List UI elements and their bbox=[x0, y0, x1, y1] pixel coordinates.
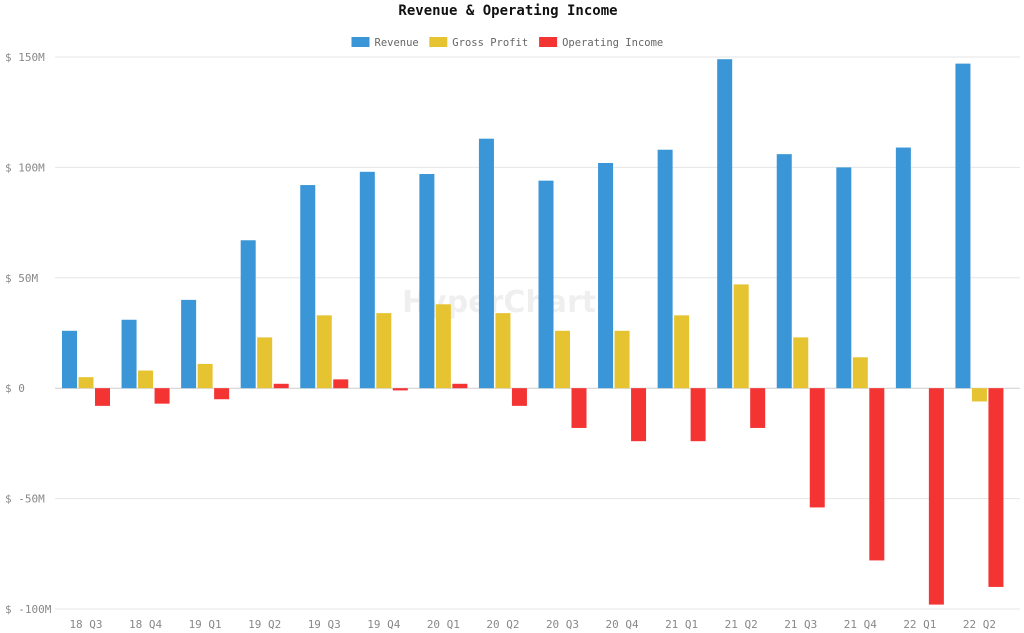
bars-layer bbox=[62, 59, 1004, 605]
bar-operating-income[interactable] bbox=[214, 388, 230, 400]
bar-gross-profit[interactable] bbox=[495, 313, 511, 389]
legend-label: Operating Income bbox=[562, 37, 663, 49]
bar-operating-income[interactable] bbox=[154, 388, 170, 404]
x-tick-label: 19 Q2 bbox=[248, 618, 281, 631]
x-tick-label: 18 Q4 bbox=[129, 618, 162, 631]
bar-gross-profit[interactable] bbox=[852, 357, 868, 389]
x-tick-label: 19 Q1 bbox=[189, 618, 222, 631]
bar-operating-income[interactable] bbox=[988, 388, 1004, 587]
bar-revenue[interactable] bbox=[240, 240, 256, 389]
y-tick-label: $ 0 bbox=[5, 382, 25, 395]
bar-revenue[interactable] bbox=[955, 63, 971, 389]
bar-revenue[interactable] bbox=[598, 162, 614, 389]
bar-revenue[interactable] bbox=[359, 171, 375, 389]
bar-operating-income[interactable] bbox=[631, 388, 647, 442]
bar-gross-profit[interactable] bbox=[793, 337, 809, 389]
bar-operating-income[interactable] bbox=[928, 388, 944, 605]
y-axis: $ -100M $ -50M $ 0 $ 50M $ 100M $ 150M bbox=[5, 51, 52, 616]
bar-revenue[interactable] bbox=[300, 185, 316, 389]
bar-operating-income[interactable] bbox=[392, 388, 408, 391]
bar-operating-income[interactable] bbox=[869, 388, 885, 561]
bar-revenue[interactable] bbox=[776, 154, 792, 389]
bar-gross-profit[interactable] bbox=[78, 377, 94, 389]
x-tick-label: 22 Q2 bbox=[963, 618, 996, 631]
bar-revenue[interactable] bbox=[62, 330, 77, 389]
bar-operating-income[interactable] bbox=[690, 388, 706, 442]
legend-label: Revenue bbox=[375, 37, 419, 49]
x-tick-label: 20 Q4 bbox=[606, 618, 639, 631]
bar-revenue[interactable] bbox=[538, 180, 554, 389]
x-tick-label: 21 Q1 bbox=[665, 618, 698, 631]
bar-operating-income[interactable] bbox=[273, 383, 289, 389]
bar-gross-profit[interactable] bbox=[138, 370, 154, 389]
y-tick-label: $ 100M bbox=[5, 161, 45, 174]
legend-label: Gross Profit bbox=[452, 37, 528, 49]
chart-title: Revenue & Operating Income bbox=[398, 3, 617, 19]
bar-revenue[interactable] bbox=[121, 319, 137, 389]
y-tick-label: $ -50M bbox=[5, 493, 45, 506]
x-tick-label: 18 Q3 bbox=[69, 618, 102, 631]
x-tick-label: 19 Q4 bbox=[367, 618, 400, 631]
bar-gross-profit[interactable] bbox=[674, 315, 690, 389]
bar-revenue[interactable] bbox=[836, 167, 852, 389]
x-tick-label: 19 Q3 bbox=[308, 618, 341, 631]
x-tick-label: 21 Q2 bbox=[725, 618, 758, 631]
bar-gross-profit[interactable] bbox=[197, 363, 213, 389]
legend-swatch bbox=[429, 37, 448, 47]
x-tick-label: 21 Q3 bbox=[784, 618, 817, 631]
y-tick-label: $ 50M bbox=[5, 272, 38, 285]
bar-operating-income[interactable] bbox=[511, 388, 527, 406]
bar-operating-income[interactable] bbox=[95, 388, 110, 406]
legend-swatch bbox=[351, 37, 370, 47]
bar-gross-profit[interactable] bbox=[257, 337, 273, 389]
bar-revenue[interactable] bbox=[419, 174, 435, 389]
x-tick-label: 20 Q2 bbox=[486, 618, 519, 631]
y-tick-label: $ -100M bbox=[5, 603, 52, 616]
bar-operating-income[interactable] bbox=[750, 388, 766, 428]
bar-operating-income[interactable] bbox=[571, 388, 587, 428]
bar-gross-profit[interactable] bbox=[376, 313, 392, 389]
bar-operating-income[interactable] bbox=[333, 379, 349, 389]
bar-revenue[interactable] bbox=[478, 138, 494, 389]
x-tick-label: 20 Q3 bbox=[546, 618, 579, 631]
bar-revenue[interactable] bbox=[717, 59, 733, 389]
x-tick-label: 20 Q1 bbox=[427, 618, 460, 631]
legend-item-gross-profit[interactable]: Gross Profit bbox=[429, 37, 528, 49]
bar-gross-profit[interactable] bbox=[555, 330, 570, 389]
bar-operating-income[interactable] bbox=[809, 388, 825, 508]
legend-swatch bbox=[539, 37, 558, 47]
x-axis: 18 Q3 18 Q4 19 Q1 19 Q2 19 Q3 19 Q4 20 Q1 20 Q2… bbox=[69, 618, 996, 631]
bar-gross-profit[interactable] bbox=[614, 330, 630, 389]
bar-gross-profit[interactable] bbox=[971, 388, 987, 402]
legend-item-revenue[interactable]: Revenue bbox=[351, 37, 419, 49]
bar-gross-profit[interactable] bbox=[435, 304, 451, 389]
bar-gross-profit[interactable] bbox=[316, 315, 332, 389]
x-tick-label: 21 Q4 bbox=[844, 618, 877, 631]
bar-revenue[interactable] bbox=[895, 147, 911, 389]
bar-revenue[interactable] bbox=[657, 149, 673, 389]
bar-revenue[interactable] bbox=[181, 299, 197, 389]
bar-operating-income[interactable] bbox=[452, 383, 468, 389]
y-tick-label: $ 150M bbox=[5, 51, 45, 64]
bar-gross-profit[interactable] bbox=[733, 284, 749, 389]
legend[interactable]: Revenue Gross Profit Operating Income bbox=[351, 37, 664, 49]
legend-item-operating-income[interactable]: Operating Income bbox=[539, 37, 663, 49]
x-tick-label: 22 Q1 bbox=[903, 618, 936, 631]
